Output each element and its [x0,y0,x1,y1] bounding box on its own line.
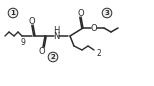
Text: H: H [53,26,59,34]
Text: 2: 2 [51,54,55,60]
Text: O: O [39,47,45,55]
Text: O: O [78,9,84,17]
Text: 3: 3 [105,10,109,16]
Circle shape [48,52,58,62]
Text: O: O [91,23,97,33]
Text: 2: 2 [97,49,101,58]
Circle shape [8,8,18,18]
Text: 9: 9 [21,37,25,47]
Circle shape [102,8,112,18]
Text: N: N [53,31,59,41]
Text: 1: 1 [11,10,15,16]
Text: O: O [29,17,35,26]
